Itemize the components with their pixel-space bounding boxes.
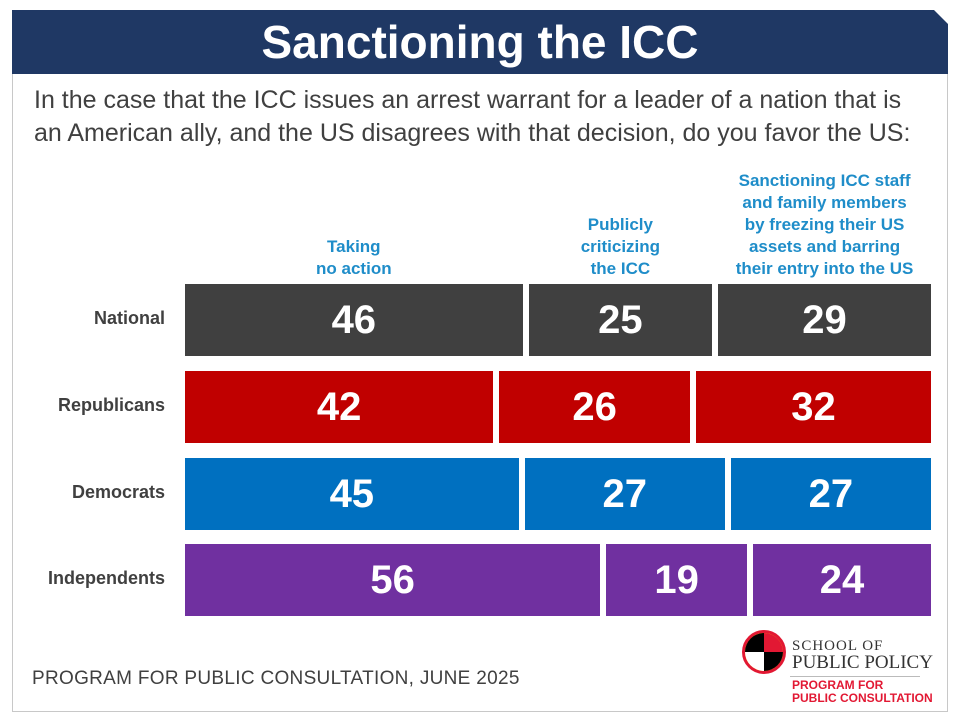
column-header-line: assets and barring xyxy=(748,237,901,256)
bar-democrats-series-1: 45 xyxy=(185,458,519,530)
question-text: In the case that the ICC issues an arres… xyxy=(34,86,911,147)
data-label: 46 xyxy=(331,297,377,342)
column-header-line: the ICC xyxy=(590,259,651,278)
bar-national-series-1: 46 xyxy=(185,284,523,356)
bar-democrats-series-3: 27 xyxy=(730,458,931,530)
page-curl-corner xyxy=(934,10,948,24)
logo-public-policy: PUBLIC POLICY xyxy=(792,652,933,673)
logo-divider xyxy=(790,676,920,677)
logo-program: PROGRAM FOR PUBLIC CONSULTATION xyxy=(792,679,933,705)
bar-republicans-series-3: 32 xyxy=(696,371,931,443)
bar-independents-series-1: 56 xyxy=(185,544,601,616)
data-label: 32 xyxy=(791,384,836,429)
source-footer: PROGRAM FOR PUBLIC CONSULTATION, JUNE 20… xyxy=(32,668,520,689)
column-header-3: Sanctioning ICC staff and family members b… xyxy=(710,170,940,280)
data-label: 56 xyxy=(370,557,415,602)
data-label: 26 xyxy=(572,384,617,429)
bar-democrats-series-2: 27 xyxy=(524,458,725,530)
data-label: 45 xyxy=(329,471,375,516)
data-label: 19 xyxy=(654,557,699,602)
column-header-2: Publicly criticizing the ICC xyxy=(505,214,735,280)
title-bar: Sanctioning the ICC xyxy=(12,10,948,74)
bar-national-series-2: 25 xyxy=(528,284,713,356)
bar-independents-series-2: 19 xyxy=(606,544,748,616)
logo-program-line2: PUBLIC CONSULTATION xyxy=(792,691,933,705)
bar-republicans-series-2: 26 xyxy=(499,371,691,443)
row-label-democrats: Democrats xyxy=(71,482,165,502)
data-label: 24 xyxy=(819,557,865,602)
column-header-line: criticizing xyxy=(580,237,661,256)
data-label: 42 xyxy=(316,384,362,429)
bar-independents-series-3: 24 xyxy=(753,544,931,616)
column-header-line: Sanctioning ICC staff xyxy=(738,171,911,190)
row-label-national: National xyxy=(93,308,165,328)
column-header-line: Taking xyxy=(327,237,381,256)
column-header-line: Publicly xyxy=(587,215,653,234)
data-label: 25 xyxy=(598,297,643,342)
data-label: 27 xyxy=(808,471,854,516)
chart-title: Sanctioning the ICC xyxy=(261,16,699,68)
column-header-1: Taking no action xyxy=(239,236,469,280)
data-label: 29 xyxy=(802,297,847,342)
bar-republicans-series-1: 42 xyxy=(185,371,494,443)
column-header-line: no action xyxy=(316,259,392,278)
logo-school-of: SCHOOL OF xyxy=(792,638,884,654)
row-label-republicans: Republicans xyxy=(57,395,165,415)
column-header-line: and family members xyxy=(742,193,907,212)
data-label: 27 xyxy=(602,471,647,516)
row-label-independents: Independents xyxy=(47,568,165,588)
column-header-line: by freezing their US xyxy=(744,215,905,234)
column-header-line: their entry into the US xyxy=(735,259,914,278)
university-seal-logo xyxy=(742,630,786,674)
bar-national-series-3: 29 xyxy=(718,284,931,356)
logo-program-line1: PROGRAM FOR xyxy=(792,678,884,692)
